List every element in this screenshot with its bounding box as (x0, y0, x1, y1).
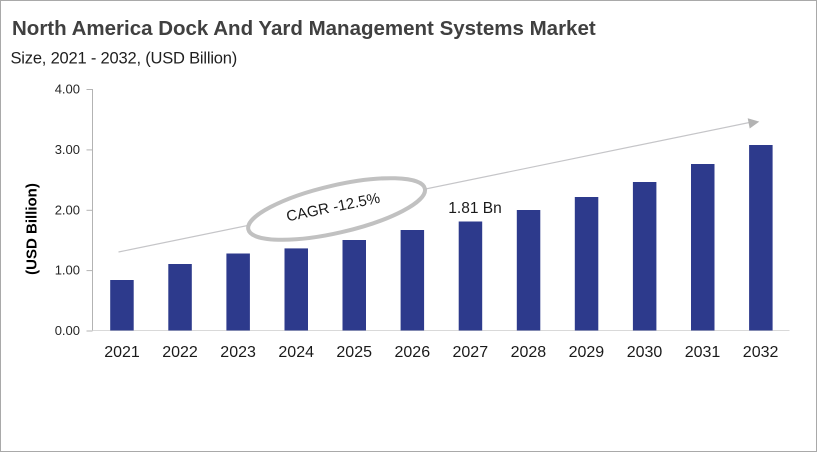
svg-text:North America Dock And Yard Ma: North America Dock And Yard Management S… (12, 17, 596, 40)
svg-text:Size, 2021 - 2032, (USD Billio: Size, 2021 - 2032, (USD Billion) (11, 50, 238, 68)
svg-text:2025: 2025 (336, 344, 372, 361)
svg-text:2021: 2021 (104, 344, 140, 361)
svg-text:2029: 2029 (569, 344, 605, 361)
svg-text:3.00: 3.00 (55, 142, 80, 157)
svg-text:2023: 2023 (220, 344, 256, 361)
svg-text:2030: 2030 (627, 344, 663, 361)
svg-text:2022: 2022 (162, 344, 198, 361)
svg-text:1.81 Bn: 1.81 Bn (448, 200, 501, 217)
svg-text:2.00: 2.00 (55, 202, 80, 217)
svg-text:4.00: 4.00 (55, 82, 80, 97)
svg-text:(USD Billion): (USD Billion) (24, 183, 41, 275)
svg-text:1.00: 1.00 (55, 263, 80, 278)
svg-text:2028: 2028 (511, 344, 547, 361)
svg-text:2026: 2026 (395, 344, 431, 361)
svg-text:2024: 2024 (278, 344, 314, 361)
svg-text:0.00: 0.00 (55, 323, 80, 338)
svg-text:2027: 2027 (453, 344, 489, 361)
svg-text:2032: 2032 (743, 344, 779, 361)
svg-text:2031: 2031 (685, 344, 721, 361)
